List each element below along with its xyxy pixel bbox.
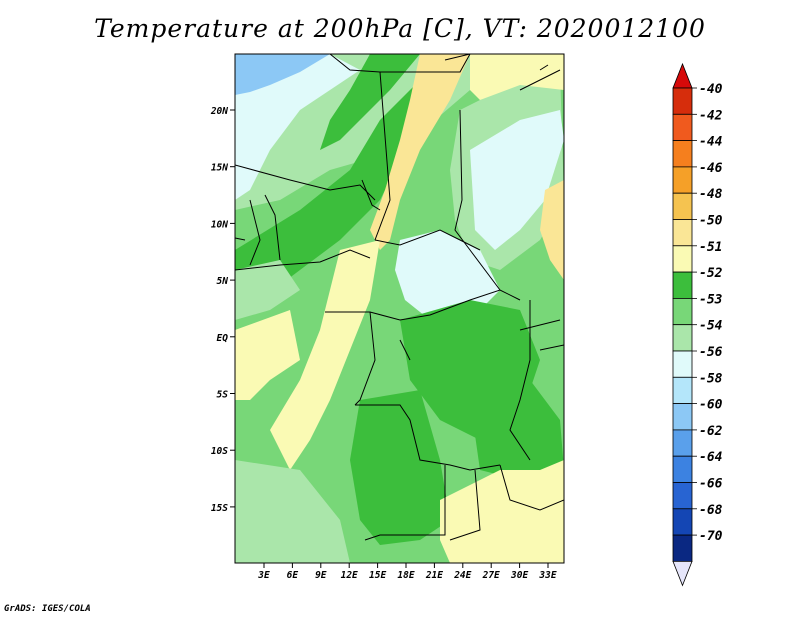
colorbar-label: -66 [699, 477, 723, 492]
colorbar-swatch [672, 324, 693, 352]
colorbar-label: -62 [699, 424, 723, 439]
lon-label: 30E [510, 570, 528, 581]
colorbar-swatch [672, 166, 693, 194]
temperature-field [235, 54, 564, 563]
colorbar-label: -46 [699, 161, 723, 176]
colorbar-label: -51 [699, 240, 722, 255]
field-west-light [235, 260, 300, 320]
lat-label: 15N [211, 163, 228, 174]
colorbar-label: -64 [699, 450, 723, 465]
colorbar-swatch [672, 297, 693, 326]
lon-label: 12E [341, 570, 358, 581]
colorbar-label: -50 [699, 214, 723, 229]
colorbar-label: -40 [699, 82, 723, 97]
colorbar-label: -68 [699, 503, 723, 518]
field-south-dark [350, 390, 450, 545]
lat-label: 5S [217, 390, 229, 401]
colorbar-swatch [672, 140, 693, 168]
colorbar-swatch [672, 534, 693, 562]
lon-label: 6E [287, 570, 299, 581]
colorbar-swatch [672, 350, 693, 378]
lat-label: 20N [210, 106, 228, 117]
colorbar-swatch [672, 245, 693, 273]
field-east-dark [470, 380, 564, 480]
colorbar-swatch [672, 403, 693, 431]
lat-label: 15S [211, 503, 228, 514]
colorbar-label: -60 [699, 398, 723, 413]
longitude-axis: 3E 6E 9E 12E 15E 18E 21E 24E 27E 30E 33E [257, 563, 557, 581]
lat-label: 10S [211, 446, 228, 457]
colorbar-label: -54 [699, 319, 723, 334]
colorbar-swatch [672, 113, 693, 142]
colorbar-swatch [672, 271, 693, 299]
field-east-yellow-right [540, 180, 564, 280]
colorbar-label: -48 [699, 187, 723, 202]
colorbar-label: -58 [699, 371, 723, 386]
colorbar: -40 -42 -44 -46 -48 -50 -51 -52 -53 -54 -56 -58 -60 -… [672, 62, 723, 587]
field-east-yellow-top [470, 54, 564, 100]
colorbar-swatch [672, 376, 693, 404]
latitude-axis: 20N 15N 10N 5N EQ 5S 10S 15S [210, 106, 235, 514]
grads-credit: GrADS: IGES/COLA [4, 604, 91, 614]
lon-label: 27E [482, 570, 500, 581]
lon-label: 21E [425, 570, 443, 581]
colorbar-swatch [672, 219, 693, 247]
colorbar-swatch [672, 429, 693, 457]
field-yellow-band-north [370, 54, 470, 250]
field-north-cyan [235, 54, 360, 200]
map-frame [234, 53, 565, 564]
colorbar-label: -53 [699, 292, 723, 307]
country-borders [235, 54, 564, 541]
colorbar-swatch [672, 455, 693, 483]
colorbar-bottom-arrow [672, 561, 693, 587]
field-yellow-west [235, 310, 300, 400]
colorbar-label: -42 [699, 108, 723, 123]
field-dark-band-2 [320, 54, 420, 150]
field-yellow-band-mid [270, 240, 380, 470]
colorbar-swatch [672, 87, 693, 115]
field-central-cyan [395, 230, 500, 320]
colorbar-top-arrow [672, 62, 693, 89]
field-se-yellow [440, 460, 564, 563]
colorbar-label: -52 [699, 266, 723, 281]
field-nw-blue [235, 54, 330, 95]
lat-label: EQ [217, 333, 229, 344]
lon-label: 24E [453, 570, 471, 581]
lon-label: 33E [538, 570, 556, 581]
colorbar-label: -56 [699, 345, 723, 360]
colorbar-label: -70 [699, 529, 723, 544]
lon-label: 18E [397, 570, 414, 581]
colorbar-swatch [672, 508, 693, 536]
field-sw-light [235, 460, 350, 563]
lon-label: 3E [257, 570, 270, 581]
lon-label: 9E [315, 570, 327, 581]
lon-label: 15E [369, 570, 386, 581]
colorbar-swatch [672, 192, 693, 220]
lat-label: 5N [217, 276, 229, 287]
lat-label: 10N [211, 219, 228, 230]
field-east-cyan [470, 110, 564, 250]
colorbar-swatch [672, 482, 693, 510]
chart-title: Temperature at 200hPa [C], VT: 202001210… [94, 14, 706, 43]
colorbar-label: -44 [699, 135, 723, 150]
